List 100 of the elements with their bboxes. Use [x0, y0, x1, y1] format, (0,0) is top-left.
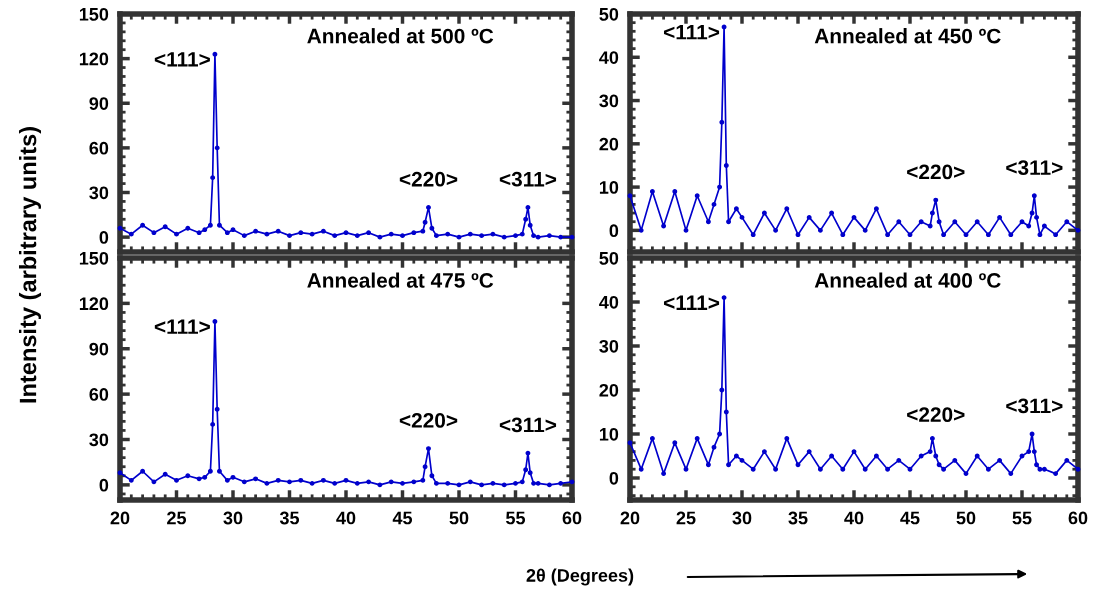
point [212, 319, 218, 324]
y-axis-title: Intensity (arbitrary units) [19, 127, 41, 403]
point [546, 233, 552, 239]
point [739, 214, 745, 220]
x-tick-label: 60 [1068, 511, 1088, 525]
point [726, 462, 731, 468]
point [896, 219, 902, 225]
point [761, 210, 767, 216]
y-tick-label: 120 [79, 52, 109, 66]
point [527, 470, 533, 476]
point [1037, 466, 1043, 472]
point [694, 193, 700, 199]
point [1026, 223, 1032, 229]
point [918, 453, 924, 459]
y-tick-label: 30 [89, 186, 109, 200]
point [433, 480, 439, 486]
point [952, 219, 958, 225]
point [795, 462, 801, 468]
point [527, 222, 533, 228]
point [733, 206, 739, 212]
y-tick-label: 90 [89, 97, 109, 110]
point [214, 145, 220, 151]
point [224, 230, 230, 236]
point [230, 227, 236, 233]
point [705, 219, 711, 225]
point [1064, 457, 1070, 463]
point [298, 477, 304, 483]
point [1064, 219, 1070, 225]
point [851, 214, 857, 220]
point [974, 219, 980, 225]
point [519, 479, 525, 485]
point [411, 230, 417, 236]
point [817, 227, 823, 233]
point [661, 223, 667, 229]
annotation: <111> [154, 52, 210, 67]
point [1008, 471, 1014, 477]
point [185, 473, 191, 479]
y-tick-label: 10 [599, 181, 619, 194]
y-tick-label: 60 [89, 388, 109, 401]
point [1034, 462, 1039, 468]
point [1031, 449, 1037, 455]
x-tick-label: 20 [620, 511, 640, 525]
annotation: <220> [399, 171, 458, 187]
point [140, 468, 146, 474]
point [264, 231, 270, 237]
point [224, 477, 230, 483]
point [429, 473, 435, 479]
point [388, 479, 394, 485]
point [445, 480, 451, 486]
x-tick-label: 55 [1012, 511, 1032, 525]
point [513, 480, 518, 486]
point [207, 222, 213, 228]
point [761, 449, 767, 455]
y-tick-label: 20 [599, 383, 619, 397]
point [151, 230, 157, 236]
point [117, 470, 123, 476]
point [985, 466, 991, 472]
point [411, 479, 417, 485]
point [1053, 471, 1059, 477]
text: Annealed at 450 ºC [814, 28, 1001, 44]
point [683, 227, 689, 233]
point [1041, 223, 1047, 229]
point [426, 446, 431, 452]
point [694, 435, 700, 441]
annotation: <220> [907, 164, 965, 180]
point [963, 471, 969, 477]
point [490, 480, 496, 486]
point [546, 482, 552, 488]
text: Annealed at 500 ºC [307, 28, 494, 44]
point [985, 232, 991, 238]
point [162, 224, 168, 230]
point [531, 480, 537, 486]
annotation: <220> [399, 413, 458, 428]
y-tick-label: 40 [599, 295, 619, 309]
point [997, 214, 1003, 220]
point [739, 457, 745, 463]
point [862, 227, 868, 233]
point [343, 477, 349, 483]
point [202, 227, 208, 233]
point [784, 206, 790, 212]
annotation: <311> [499, 417, 557, 433]
point [429, 225, 435, 231]
y-tick-label: 150 [79, 251, 109, 265]
point [929, 210, 935, 216]
point [366, 479, 372, 485]
point [519, 231, 525, 237]
point [1034, 214, 1039, 220]
point [705, 462, 711, 468]
point [174, 477, 179, 483]
x-tick-label: 45 [900, 511, 920, 525]
y-tick-label: 30 [89, 433, 109, 447]
y-tick-label: 50 [599, 7, 619, 21]
point [817, 466, 823, 472]
point [264, 480, 270, 486]
point [672, 188, 678, 194]
point [535, 480, 541, 486]
point [974, 453, 980, 459]
point [723, 163, 729, 168]
annotation: <311> [499, 171, 557, 187]
point [523, 467, 529, 473]
